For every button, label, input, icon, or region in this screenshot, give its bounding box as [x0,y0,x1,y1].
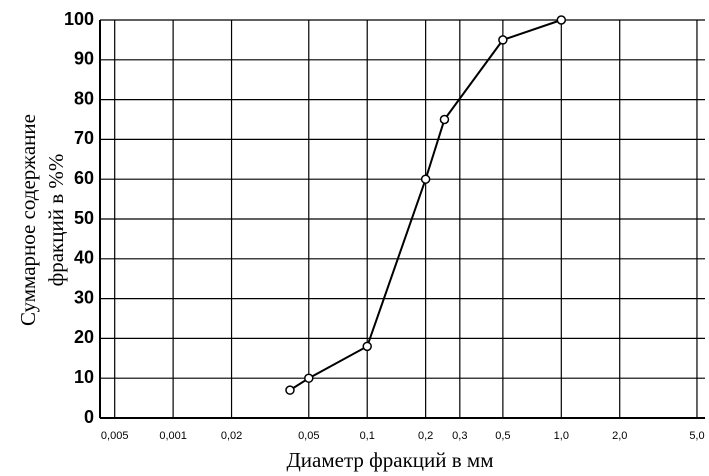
y-tick-label: 50 [74,208,94,228]
y-tick-label: 80 [74,88,94,108]
data-point [498,35,508,45]
y-tick-label: 10 [74,367,94,387]
data-point [420,174,431,184]
x-tick-label: 5,0 [689,430,704,442]
y-axis-label: Суммарное содержание [16,114,40,326]
y-tick-label: 60 [74,168,94,188]
y-axis-label: фракций в %% [44,154,68,287]
data-point [556,15,567,25]
y-tick-label: 90 [74,49,94,69]
x-axis-label: Диаметр фракций в мм [286,448,493,472]
x-tick-label: 0,3 [452,430,467,442]
data-point [362,341,372,352]
x-tick-label: 0,5 [495,430,510,442]
y-tick-label: 30 [74,287,94,307]
y-tick-label: 40 [74,248,94,268]
y-tick-label: 70 [74,128,94,148]
x-tick-label: 0,02 [221,430,242,442]
x-tick-label: 1,0 [554,430,569,442]
data-point [304,373,314,383]
x-tick-label: 0,005 [101,430,129,442]
x-tick-label: 2,0 [612,430,627,442]
x-tick-label: 0,1 [360,430,375,442]
data-point [285,385,295,395]
y-tick-label: 20 [74,327,94,347]
data-point [439,114,450,125]
x-tick-label: 0,2 [418,430,433,442]
y-tick-label: 100 [64,9,94,29]
x-tick-label: 0,001 [159,430,187,442]
x-tick-label: 0,05 [298,430,319,442]
y-tick-label: 0 [84,407,94,427]
